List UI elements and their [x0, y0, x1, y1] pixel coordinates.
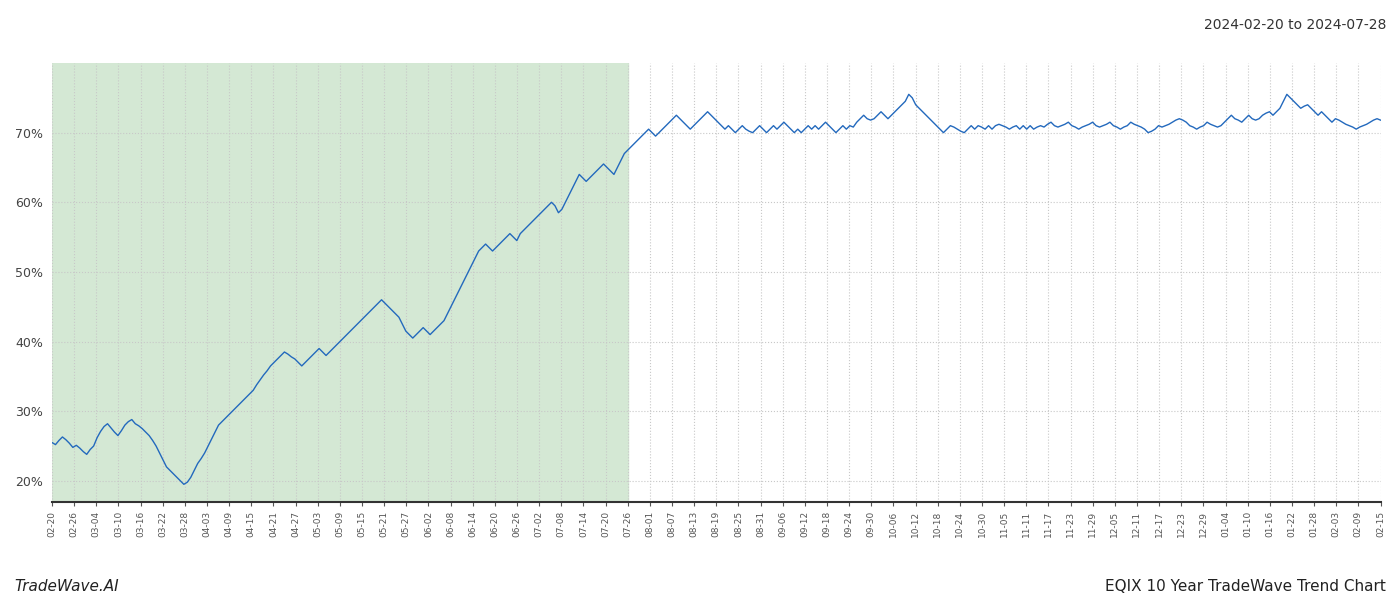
Text: EQIX 10 Year TradeWave Trend Chart: EQIX 10 Year TradeWave Trend Chart	[1105, 579, 1386, 594]
Bar	[52, 63, 627, 502]
Text: TradeWave.AI: TradeWave.AI	[14, 579, 119, 594]
Text: 2024-02-20 to 2024-07-28: 2024-02-20 to 2024-07-28	[1204, 18, 1386, 32]
